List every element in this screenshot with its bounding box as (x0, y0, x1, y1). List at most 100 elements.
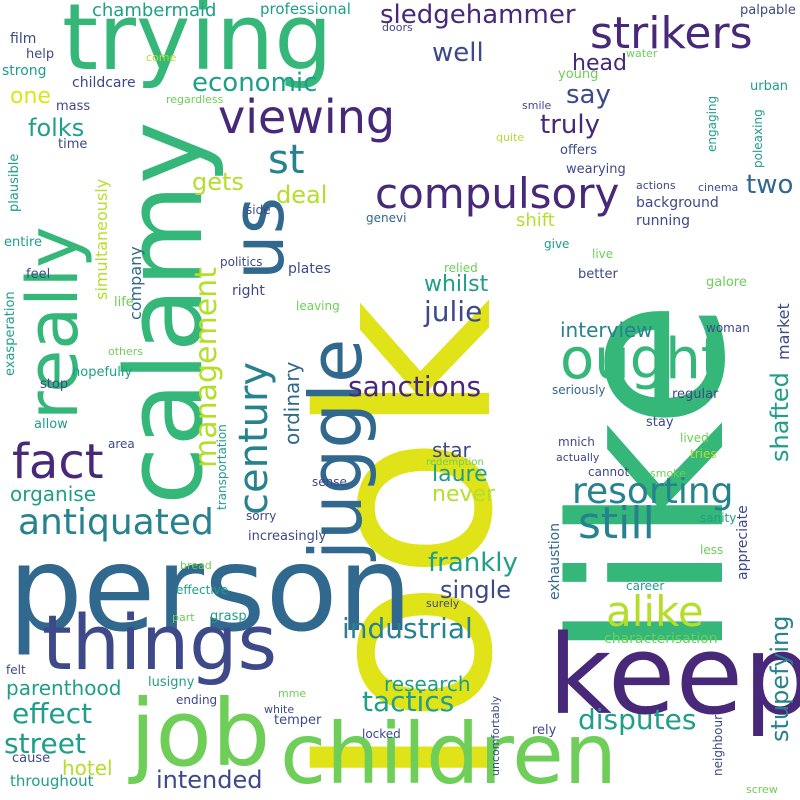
word-offers: offers (560, 143, 598, 158)
word-exhaustion: exhaustion (547, 522, 563, 600)
word-white: white (264, 703, 295, 716)
word-engaging: engaging (705, 95, 719, 152)
word-regular: regular (672, 387, 719, 402)
word-hotel: hotel (62, 756, 113, 780)
word-lusigny: lusigny (148, 675, 195, 690)
word-whilst: whilst (424, 272, 489, 297)
word-still: still (578, 498, 655, 549)
word-actually: actually (556, 451, 600, 464)
word-economic: economic (192, 68, 318, 98)
word-side: side (246, 203, 271, 217)
word-mme: mme (278, 687, 307, 700)
word-viewing: viewing (218, 90, 396, 144)
word-bread: bread (180, 559, 212, 572)
word-exasperation: exasperation (3, 291, 18, 376)
word-job: job (130, 680, 271, 787)
word-research: research (384, 672, 471, 696)
word-children: children (280, 705, 618, 800)
word-neighbour: neighbour (711, 714, 725, 776)
word-sledgehammer: sledgehammer (380, 0, 576, 30)
word-street: street (4, 727, 86, 760)
word-cause: cause (12, 751, 51, 766)
word-chambermaid: chambermaid (92, 0, 217, 21)
word-stop: stop (40, 377, 69, 392)
word-time: time (58, 137, 88, 152)
word-appreciate: appreciate (735, 505, 751, 580)
word-alike: alike (606, 587, 704, 636)
word-relied: relied (444, 261, 478, 275)
word-give: give (544, 237, 570, 251)
word-career: career (626, 579, 665, 593)
word-interview: interview (560, 318, 653, 342)
word-smile: smile (522, 99, 552, 112)
word-ending: ending (176, 693, 218, 707)
word-resorting: resorting (572, 471, 734, 512)
word-star: star (432, 438, 471, 462)
word-strong: strong (2, 63, 47, 79)
word-film: film (10, 31, 37, 47)
word-area: area (108, 437, 135, 451)
word-plates: plates (288, 261, 331, 277)
word-gets: gets (192, 168, 244, 196)
word-century: century (231, 361, 277, 515)
word-characterisation: characterisation (604, 631, 718, 647)
word-transportation: transportation (215, 424, 229, 510)
word-st: st (268, 137, 305, 183)
word-say: say (566, 80, 611, 110)
word-actions: actions (636, 179, 676, 192)
word-water: water (626, 47, 658, 60)
word-temper: temper (274, 713, 322, 728)
word-person: person (8, 520, 413, 658)
word-leaving: leaving (296, 299, 340, 313)
word-disputes: disputes (578, 703, 697, 736)
word-rely: rely (532, 723, 557, 738)
word-stupefying: stupefying (766, 615, 794, 742)
word-wearying: wearying (566, 162, 626, 177)
word-well: well (432, 38, 484, 68)
word-live: live (592, 247, 614, 261)
word-sanctions: sanctions (348, 370, 482, 403)
word-galore: galore (706, 275, 747, 290)
word-antiquated: antiquated (18, 502, 214, 543)
word-fact: fact (12, 434, 104, 490)
word-julie: julie (424, 295, 483, 328)
word-part: part (172, 611, 195, 624)
word-grasp: grasp (210, 609, 247, 624)
word-sense: sense (312, 475, 347, 489)
word-keep: keep (548, 611, 800, 739)
word-shift: shift (516, 210, 555, 231)
word-smoke: smoke (650, 467, 686, 480)
word-urban: urban (750, 79, 789, 94)
word-organise: organise (10, 482, 97, 506)
word-genevi: genevi (366, 211, 407, 225)
word-frankly: frankly (428, 548, 518, 578)
word-trying: trying (62, 0, 333, 91)
word-life: life (114, 295, 134, 310)
word-lived: lived (680, 431, 709, 445)
word-strikers: strikers (590, 8, 753, 59)
word-increasingly: increasingly (248, 529, 327, 544)
word-redemption: redemption (426, 457, 484, 468)
word-others: others (108, 345, 144, 358)
word-professional: professional (260, 0, 351, 18)
word-cinema: cinema (698, 181, 739, 194)
word-hopefully: hopefully (72, 365, 133, 380)
word-shafted: shafted (766, 372, 794, 462)
word-seriously: seriously (552, 383, 606, 397)
word-palpable: palpable (740, 3, 796, 18)
word-running: running (636, 213, 691, 229)
word-mnich: mnich (558, 435, 595, 449)
word-folks: folks (28, 114, 85, 142)
word-never: never (432, 482, 496, 507)
word-tries: tries (690, 447, 717, 461)
word-help: help (26, 47, 55, 62)
word-parenthood: parenthood (6, 676, 122, 700)
word-locked: locked (362, 727, 401, 741)
word-one: one (10, 84, 51, 109)
word-plausible: plausible (7, 153, 22, 212)
word-come: come (146, 51, 177, 64)
word-tactics: tactics (362, 685, 455, 718)
word-sorry: sorry (246, 509, 277, 523)
word-doors: doors (382, 21, 413, 34)
